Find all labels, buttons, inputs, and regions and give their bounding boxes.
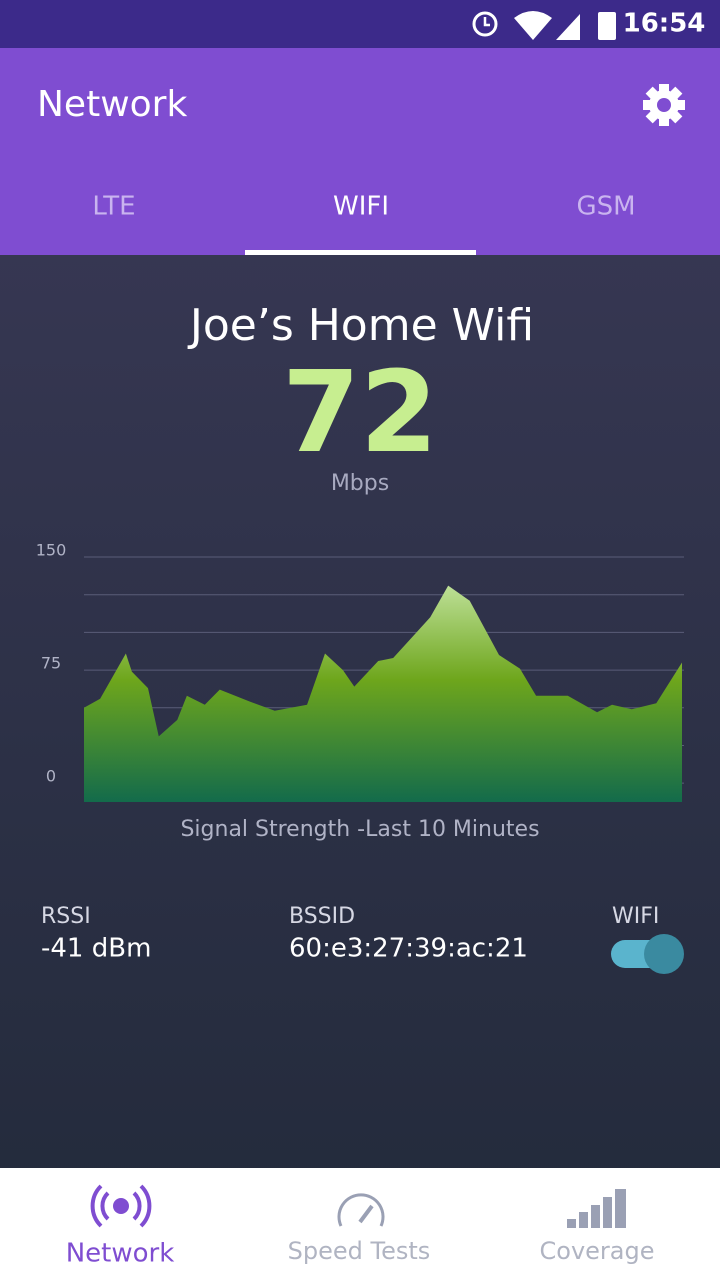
nav-item[interactable]: Speed Tests [288,1237,431,1265]
tab-indicator [245,250,476,255]
y-tick-label: 150 [36,541,67,560]
detail-label: WIFI [612,904,659,929]
speed-value: 72 [282,348,438,478]
app-bar [0,48,720,255]
app-title: Network [37,84,187,125]
tab-selected[interactable]: WIFI [333,192,389,222]
y-tick-label: 0 [46,767,56,786]
status-icons [472,11,616,40]
signal-area [84,585,682,802]
nav-item[interactable]: Coverage [540,1237,655,1265]
detail-label: BSSID [289,904,355,929]
detail-label: RSSI [41,904,91,929]
y-tick-label: 75 [41,654,61,673]
tab[interactable]: LTE [92,192,135,222]
settings-button[interactable] [643,84,685,126]
nav-item-selected[interactable]: Network [66,1239,175,1269]
status-time: 16:54 [623,9,706,39]
detail-value: -41 dBm [41,934,151,964]
wifi-toggle[interactable] [611,934,684,974]
tab[interactable]: GSM [576,192,635,222]
network-name: Joe’s Home Wifi [187,300,534,351]
chart: 0 75 150 [36,541,684,802]
nav-icon-speed [337,1193,385,1227]
detail-value: 60:e3:27:39:ac:21 [289,934,528,964]
chart-caption: Signal Strength -Last 10 Minutes [180,817,539,842]
nav-icon-network [90,1184,152,1228]
nav-icon-coverage [567,1189,626,1228]
speed-unit: Mbps [331,471,389,496]
